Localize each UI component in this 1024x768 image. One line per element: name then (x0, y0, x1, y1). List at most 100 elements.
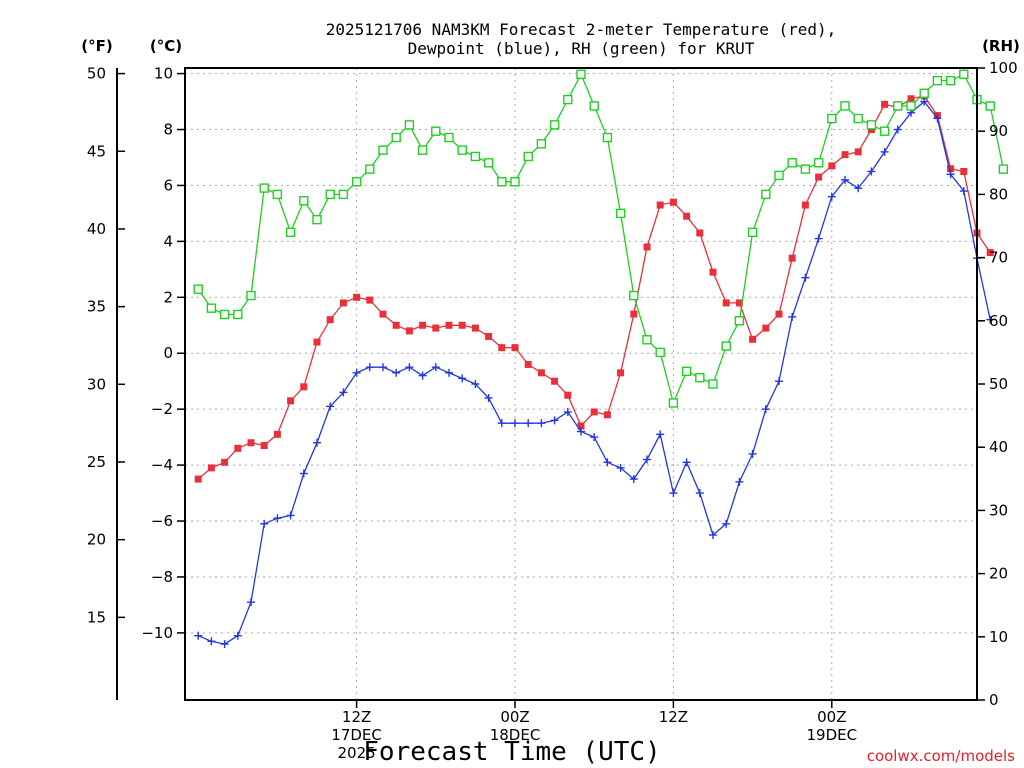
chart-title-line1: 2025121706 NAM3KM Forecast 2-meter Tempe… (326, 20, 837, 39)
rh-point (431, 126, 441, 136)
fahrenheit-tick-label: 30 (87, 375, 106, 393)
rh-point (998, 164, 1009, 174)
celsius-tick-label: 6 (163, 176, 173, 194)
rh-point (919, 88, 929, 98)
dewpoint-point (761, 405, 770, 414)
series-layer (193, 69, 1009, 649)
rh-point (840, 101, 850, 111)
rh-point (219, 309, 230, 320)
dewpoint-point (260, 519, 269, 528)
temperature-point (643, 243, 651, 251)
dewpoint-point (326, 402, 335, 411)
rh-point (272, 189, 283, 200)
rh-point (787, 158, 797, 168)
celsius-tick-label: −10 (141, 624, 173, 642)
dewpoint-point (577, 427, 585, 436)
dewpoint-point (709, 531, 717, 540)
rh-point (497, 177, 507, 187)
dewpoint-point (392, 368, 401, 377)
rh-point (325, 189, 335, 200)
dewpoint-point (379, 363, 387, 372)
rh-point (246, 290, 256, 301)
temperature-point (353, 293, 361, 301)
rh-point (668, 398, 679, 408)
temperature-point (247, 439, 255, 447)
temperature-point (696, 229, 704, 237)
rh-point (827, 113, 837, 124)
axes: −10−8−6−4−202468101520253035404550010203… (87, 59, 1018, 762)
rh-point (549, 120, 560, 130)
rh-point (391, 132, 401, 143)
rh-point (206, 303, 217, 313)
temperature-point (326, 316, 334, 324)
rh-tick-label: 90 (989, 122, 1008, 140)
rh-unit-label: (RH) (982, 37, 1020, 55)
x-tick-label: 2025 (338, 744, 376, 762)
dewpoint-point (220, 640, 229, 649)
rh-point (932, 75, 943, 86)
temperature-point (722, 299, 730, 307)
celsius-tick-label: 8 (163, 121, 173, 139)
dewpoint-point (511, 419, 519, 428)
rh-point (417, 145, 428, 155)
chart-title-line2: Dewpoint (blue), RH (green) for KRUT (408, 39, 755, 58)
temperature-point (854, 148, 862, 156)
temperature-point (828, 162, 836, 170)
dewpoint-point (722, 519, 731, 528)
rh-point (444, 132, 454, 143)
fahrenheit-tick-label: 20 (87, 531, 106, 549)
dewpoint-point (788, 312, 797, 321)
rh-point (655, 347, 665, 358)
temperature-point (749, 335, 757, 343)
temperature-point (339, 299, 347, 307)
x-axis-label: Forecast Time (UTC) (363, 737, 660, 767)
x-tick-label: 12Z (342, 708, 371, 726)
temperature-point (775, 310, 783, 318)
temperature-point (630, 310, 638, 318)
dewpoint-point (299, 469, 308, 478)
temperature-point (379, 310, 387, 318)
celsius-tick-label: 4 (163, 232, 173, 250)
x-tick-label: 19DEC (807, 726, 858, 744)
temperature-point (564, 391, 572, 399)
temperature-point (207, 464, 215, 472)
rh-tick-label: 100 (989, 59, 1018, 77)
rh-point (695, 372, 705, 383)
dewpoint-point (194, 631, 203, 640)
celsius-tick-label: −6 (151, 512, 173, 530)
temperature-point (524, 360, 532, 368)
rh-point (853, 113, 863, 124)
rh-point (404, 120, 415, 130)
temperature-point (656, 201, 664, 209)
rh-tick-label: 70 (989, 249, 1008, 267)
fahrenheit-tick-label: 25 (87, 453, 106, 471)
x-tick-label: 17DEC (331, 726, 382, 744)
x-tick-label: 00Z (500, 708, 529, 726)
dewpoint-point (827, 192, 836, 201)
temperature-point (194, 475, 202, 483)
rh-tick-label: 50 (989, 375, 1008, 393)
fahrenheit-tick-label: 40 (87, 220, 106, 238)
temperature-point (432, 324, 440, 332)
dewpoint-line (197, 100, 991, 645)
dewpoint-point (629, 475, 638, 484)
rh-point (536, 139, 547, 149)
rh-tick-label: 60 (989, 312, 1008, 330)
temperature-point (511, 344, 519, 352)
temperature-point (986, 249, 994, 257)
temperature-point (577, 422, 585, 430)
dewpoint-series (194, 97, 995, 649)
temperature-point (234, 444, 242, 452)
fahrenheit-tick-label: 15 (87, 608, 106, 626)
temperature-point (458, 321, 466, 329)
dewpoint-point (537, 419, 546, 428)
temperature-line (197, 95, 991, 480)
dewpoint-point (524, 419, 533, 428)
rh-point (365, 164, 375, 174)
rh-point (259, 183, 269, 193)
credit-text: coolwx.com/models (867, 747, 1015, 765)
temperature-point (551, 377, 559, 385)
celsius-unit-label: (°C) (150, 37, 182, 55)
rh-point (945, 75, 956, 86)
